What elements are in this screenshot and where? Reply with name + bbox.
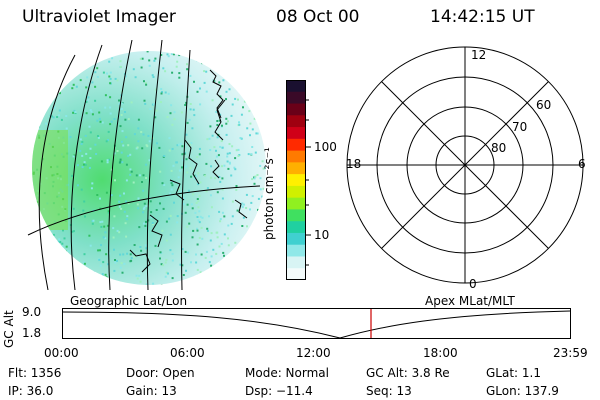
colorbar-segment <box>286 185 306 199</box>
info-glat: GLat: 1.1 <box>486 366 541 380</box>
info-mode: Mode: Normal <box>245 366 329 380</box>
altitude-xtick-1800: 18:00 <box>423 346 458 360</box>
colorbar-segment <box>286 115 306 128</box>
colorbar-unit-label: photon cm⁻²s⁻¹ <box>262 147 276 240</box>
altitude-xtick-2359: 23:59 <box>553 346 588 360</box>
polar-mlat-mlt-plot <box>346 46 584 284</box>
colorbar-segment <box>286 209 306 222</box>
info-glon: GLon: 137.9 <box>486 384 559 398</box>
info-door: Door: Open <box>126 366 195 380</box>
altitude-ytick-top: 9.0 <box>22 305 42 319</box>
left-panel-caption: Geographic Lat/Lon <box>70 294 188 308</box>
colorbar-segment <box>286 174 306 187</box>
altitude-xtick-1200: 12:00 <box>296 346 331 360</box>
colorbar <box>286 80 306 281</box>
uv-image-panel <box>27 40 266 290</box>
latitude-line <box>27 185 261 236</box>
mlt-label-18: 18 <box>346 157 362 171</box>
right-panel-caption: Apex MLat/MLT <box>425 294 515 308</box>
lat-label-70: 70 <box>512 120 528 134</box>
altitude-ytick-bottom: 1.8 <box>22 326 42 340</box>
colorbar-segment <box>286 138 306 152</box>
colorbar-segment <box>286 244 306 258</box>
dayglow-band <box>32 130 68 230</box>
time-label: 14:42:15 UT <box>430 7 535 27</box>
info-seq: Seq: 13 <box>366 384 412 398</box>
colorbar-segment <box>286 150 306 163</box>
date-label: 08 Oct 00 <box>276 7 360 27</box>
longitude-lines <box>38 40 191 290</box>
colorbar-segment <box>286 256 306 269</box>
info-ip: IP: 36.0 <box>8 384 54 398</box>
altitude-xtick-0600: 06:00 <box>170 346 205 360</box>
mlt-label-6: 6 <box>578 157 586 171</box>
info-flt: Flt: 1356 <box>8 366 62 380</box>
info-dsp: Dsp: −11.4 <box>245 384 313 398</box>
altitude-xtick-0000: 00:00 <box>44 346 79 360</box>
colorbar-segment <box>286 232 306 246</box>
lat-label-60: 60 <box>536 98 552 112</box>
altitude-plot <box>62 308 571 339</box>
colorbar-segment <box>286 91 306 105</box>
info-gain: Gain: 13 <box>126 384 177 398</box>
altitude-ylabel: GC Alt <box>2 310 16 348</box>
mlt-label-12: 12 <box>471 48 487 62</box>
colorbar-ticks <box>306 99 311 266</box>
colorbar-tick-100: 100 <box>314 140 337 154</box>
colorbar-tick-10: 10 <box>314 228 330 242</box>
lat-label-80: 80 <box>491 141 507 155</box>
colorbar-segment <box>286 127 306 140</box>
colorbar-segment <box>286 162 306 175</box>
colorbar-segment <box>286 197 306 211</box>
instrument-title: Ultraviolet Imager <box>22 7 176 27</box>
colorbar-segment <box>286 268 306 281</box>
coastlines <box>129 69 248 273</box>
colorbar-segment <box>286 103 306 116</box>
colorbar-segment <box>286 221 306 234</box>
info-gcalt: GC Alt: 3.8 Re <box>366 366 450 380</box>
mlt-label-0: 0 <box>469 277 477 291</box>
colorbar-segment <box>286 80 306 93</box>
